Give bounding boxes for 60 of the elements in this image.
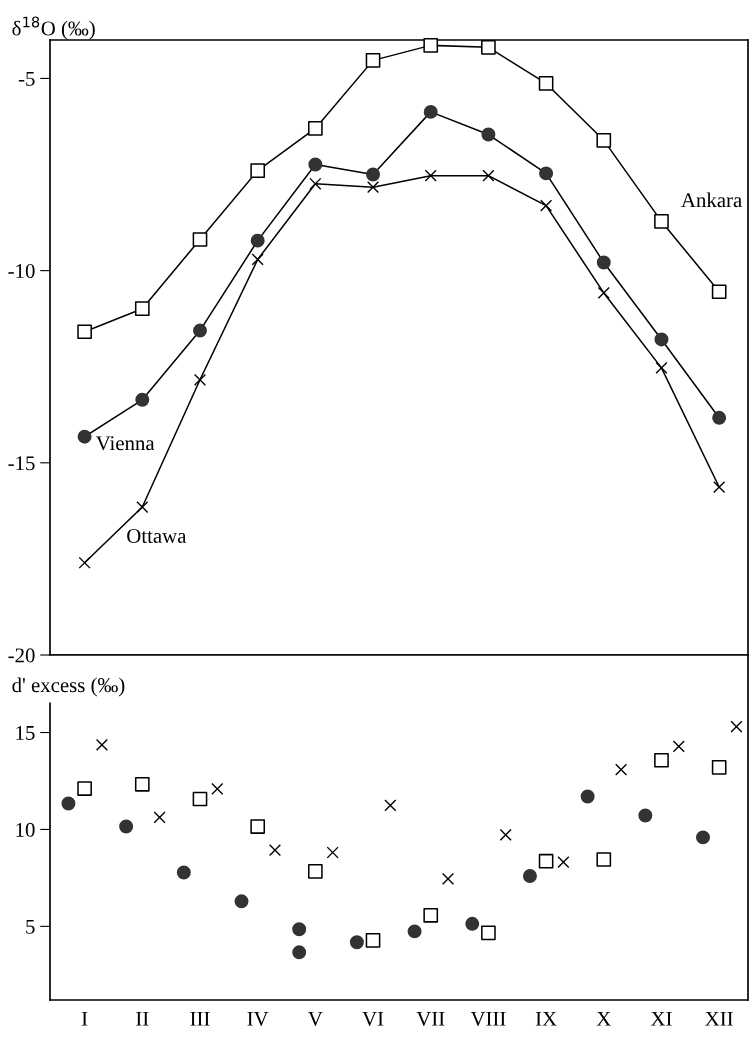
point xyxy=(712,410,727,425)
point xyxy=(597,286,610,299)
point xyxy=(596,255,611,270)
point xyxy=(482,169,495,182)
x-tick-label: X xyxy=(596,1011,611,1026)
point xyxy=(423,38,439,53)
point xyxy=(250,163,266,179)
point xyxy=(366,167,381,182)
y-tick-label: 10 xyxy=(16,822,35,837)
point xyxy=(77,429,92,444)
y-axis-title: δ$^{18}$O (‰) xyxy=(12,16,95,40)
point xyxy=(365,53,381,68)
y-tick-label: -20 xyxy=(8,648,35,663)
point xyxy=(596,132,612,148)
point xyxy=(481,39,496,55)
point xyxy=(711,284,727,300)
point xyxy=(308,157,323,172)
point xyxy=(424,169,437,182)
point xyxy=(540,199,553,212)
y-tick-label: 5 xyxy=(26,919,35,934)
series-label: Ankara xyxy=(681,192,742,208)
x-tick-label: XI xyxy=(650,1011,672,1026)
x-tick-label: II xyxy=(136,1011,149,1026)
x-tick-label: VI xyxy=(362,1011,384,1026)
point xyxy=(423,104,438,119)
point xyxy=(251,253,264,266)
point xyxy=(77,324,92,340)
point xyxy=(193,323,207,338)
x-tick-label: III xyxy=(190,1011,210,1026)
point xyxy=(135,392,150,407)
point xyxy=(193,373,207,386)
y-tick-label: -15 xyxy=(8,456,35,471)
point xyxy=(308,121,323,136)
x-tick-label: XII xyxy=(705,1011,733,1026)
point xyxy=(134,301,150,317)
point xyxy=(538,76,554,91)
point xyxy=(366,181,380,194)
series-label: Vienna xyxy=(95,436,155,451)
point xyxy=(136,500,149,514)
y-tick-label: 15 xyxy=(16,726,35,740)
point xyxy=(655,361,668,374)
point xyxy=(309,177,322,190)
x-tick-label: IV xyxy=(247,1011,269,1026)
point xyxy=(539,166,554,181)
x-tick-label: VIII xyxy=(470,1011,506,1026)
point xyxy=(481,127,496,142)
point xyxy=(654,332,669,347)
x-tick-label: I xyxy=(81,1011,88,1026)
point xyxy=(250,233,265,248)
x-tick-label: IX xyxy=(535,1011,557,1026)
y-axis-title: d' excess (‰) xyxy=(12,677,125,697)
y-tick-label: -5 xyxy=(18,72,35,86)
y-tick-label: -10 xyxy=(8,264,35,279)
series-label: Ottawa xyxy=(127,528,187,543)
x-tick-label: V xyxy=(308,1011,323,1026)
point xyxy=(654,214,669,229)
point xyxy=(192,232,208,247)
point xyxy=(713,480,726,494)
x-tick-label: VII xyxy=(416,1011,445,1026)
point xyxy=(78,556,91,569)
